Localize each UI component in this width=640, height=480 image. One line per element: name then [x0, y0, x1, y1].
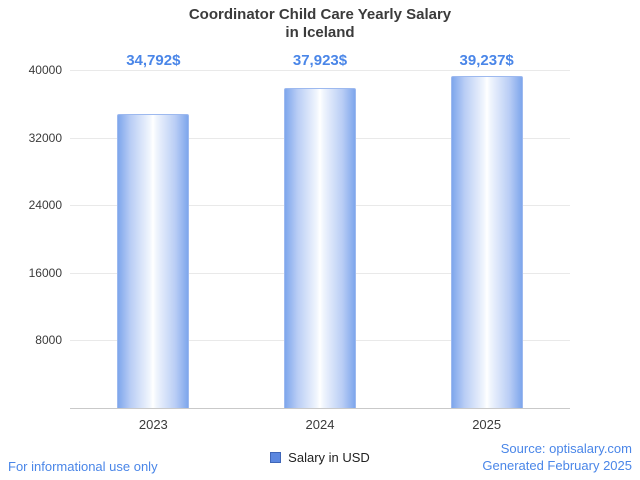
bar-value-label: 34,792$ [126, 52, 181, 69]
gridline [70, 70, 570, 71]
bar-value-label: 39,237$ [459, 52, 514, 69]
x-tick-label: 2025 [472, 417, 502, 432]
x-tick-label: 2024 [305, 417, 335, 432]
y-tick-label: 24000 [28, 198, 62, 213]
legend-swatch-icon [270, 452, 282, 463]
chart-title-line2: in Iceland [285, 24, 355, 41]
y-tick-label: 32000 [28, 130, 62, 145]
plot-area: 8000 16000 24000 32000 40000 34,792$ 2023 37,92… [29, 52, 570, 432]
bar-2023 [117, 114, 190, 408]
chart-title: Coordinator Child Care Yearly Salary in … [0, 6, 640, 42]
legend: Salary in USD [0, 450, 640, 465]
footer-source-block: Source: optisalary.com Generated Februar… [482, 440, 632, 474]
footer-generated: Generated February 2025 [482, 458, 632, 473]
x-tick-label: 2023 [138, 417, 168, 432]
footer-source: Source: optisalary.com [500, 441, 632, 456]
bar-value-label: 37,923$ [292, 52, 348, 69]
y-tick-label: 8000 [35, 333, 62, 348]
y-tick-label: 16000 [28, 265, 62, 280]
legend-label: Salary in USD [288, 450, 370, 465]
chart-title-line1: Coordinator Child Care Yearly Salary [188, 6, 452, 23]
bar-2024 [284, 87, 356, 408]
footer-disclaimer: For informational use only [8, 459, 158, 474]
bar-2025 [450, 76, 523, 408]
y-tick-label: 40000 [28, 63, 62, 77]
